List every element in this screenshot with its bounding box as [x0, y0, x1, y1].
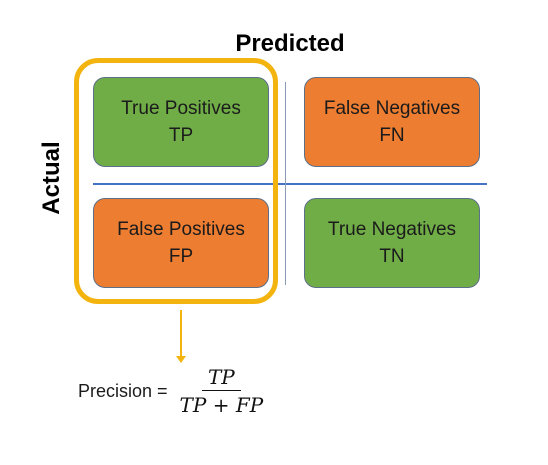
horizontal-divider	[93, 183, 487, 185]
false-positives-label: False Positives	[117, 219, 245, 240]
precision-formula: Precision = TP TP + FP	[78, 365, 268, 417]
arrow-line	[180, 310, 182, 358]
formula-label: Precision =	[78, 380, 168, 401]
vertical-divider	[285, 82, 286, 285]
formula-numerator: TP	[201, 365, 241, 391]
false-negatives-label: False Negatives	[323, 98, 461, 119]
predicted-positive-highlight	[74, 58, 278, 304]
true-negatives-label: True Negatives	[327, 219, 457, 240]
arrow-down-icon	[176, 356, 186, 363]
formula-fraction: TP TP + FP	[176, 365, 268, 417]
actual-axis-title: Actual	[38, 141, 65, 215]
true-negatives-abbr: TN	[379, 246, 405, 267]
false-positives-cell: False Positives FP	[93, 198, 269, 288]
true-positives-abbr: TP	[168, 125, 194, 146]
true-negatives-cell: True Negatives TN	[304, 198, 480, 288]
false-negatives-abbr: FN	[379, 125, 405, 146]
false-negatives-cell: False Negatives FN	[304, 77, 480, 167]
false-positives-abbr: FP	[168, 246, 194, 267]
true-positives-cell: True Positives TP	[93, 77, 269, 167]
true-positives-label: True Positives	[121, 98, 241, 119]
predicted-axis-title: Predicted	[235, 30, 345, 57]
formula-denominator: TP + FP	[179, 393, 264, 417]
